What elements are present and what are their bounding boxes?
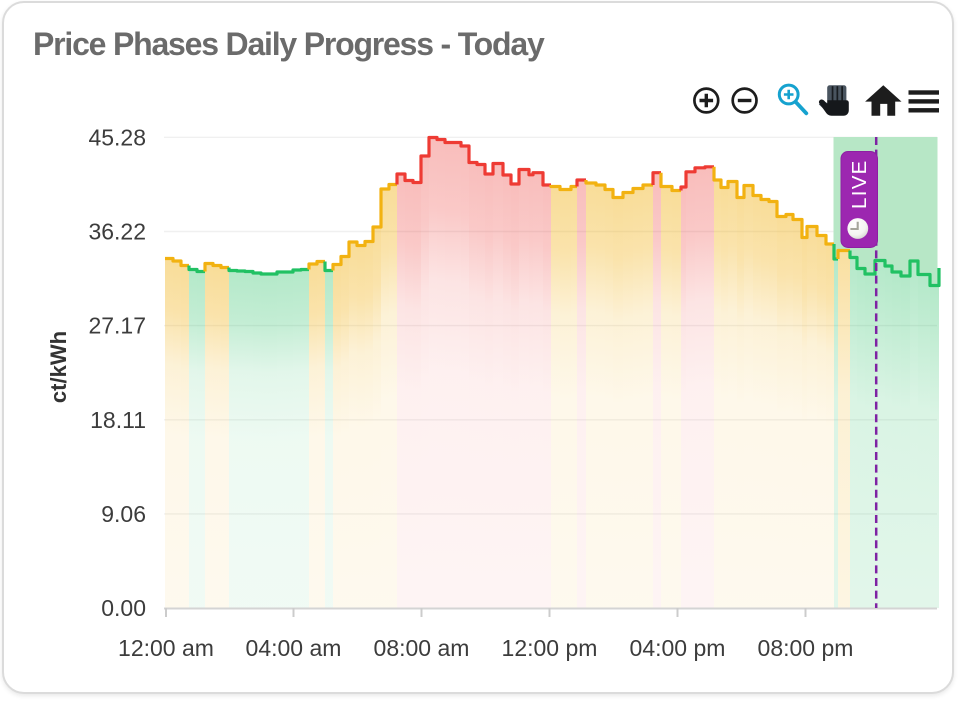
- svg-text:08:00 am: 08:00 am: [374, 635, 470, 661]
- svg-text:27.17: 27.17: [88, 313, 146, 339]
- svg-text:18.11: 18.11: [90, 407, 146, 433]
- svg-text:12:00 am: 12:00 am: [118, 635, 214, 661]
- svg-text:12:00 pm: 12:00 pm: [502, 635, 598, 661]
- svg-text:36.22: 36.22: [88, 219, 146, 245]
- svg-text:04:00 am: 04:00 am: [246, 635, 342, 661]
- svg-text:45.28: 45.28: [88, 124, 146, 150]
- svg-text:LIVE: LIVE: [848, 159, 871, 209]
- svg-text:ct/kWh: ct/kWh: [46, 331, 71, 403]
- svg-text:04:00 pm: 04:00 pm: [630, 635, 726, 661]
- svg-text:08:00 pm: 08:00 pm: [758, 635, 854, 661]
- svg-text:0.00: 0.00: [101, 595, 146, 621]
- svg-text:9.06: 9.06: [101, 501, 146, 527]
